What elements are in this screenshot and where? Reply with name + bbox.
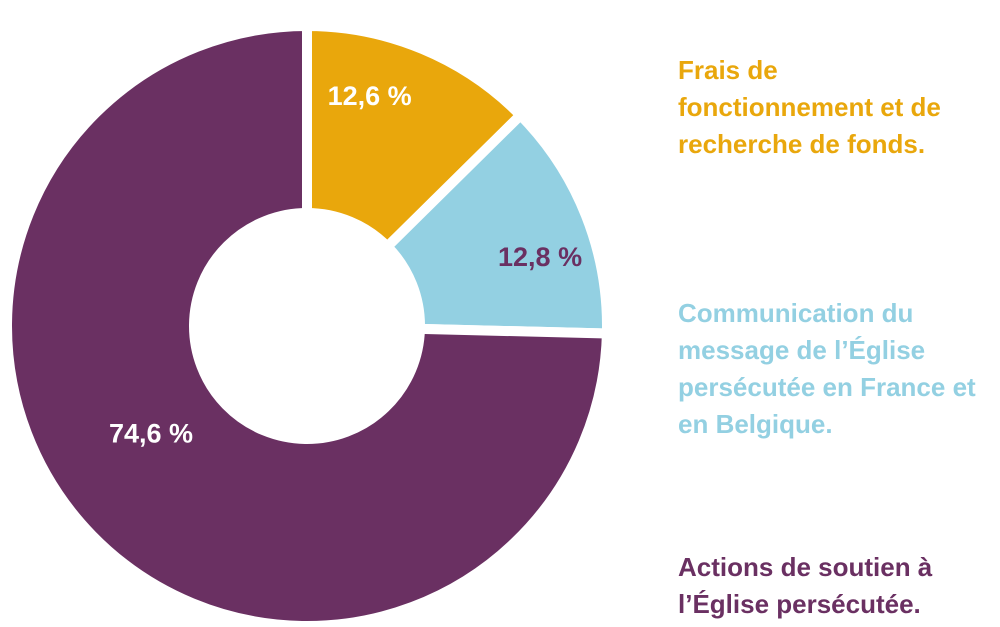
data-label-operating-costs: 12,6 % [328,81,412,111]
data-label-communication: 12,8 % [498,242,582,272]
data-label-support-actions: 74,6 % [109,418,193,448]
legend-label-operating-costs: Frais de fonctionnement et de recherche … [678,55,941,159]
legend-label-communication: Communication du message de l’Église per… [678,298,976,439]
legend-label-support-actions: Actions de soutien à l’Église persécutée… [678,552,933,619]
slice-support-actions [2,20,613,627]
slice-operating-costs [302,20,528,254]
slice-communication [380,108,612,339]
donut-chart: 12,6 % 12,8 % 74,6 % [2,20,613,627]
